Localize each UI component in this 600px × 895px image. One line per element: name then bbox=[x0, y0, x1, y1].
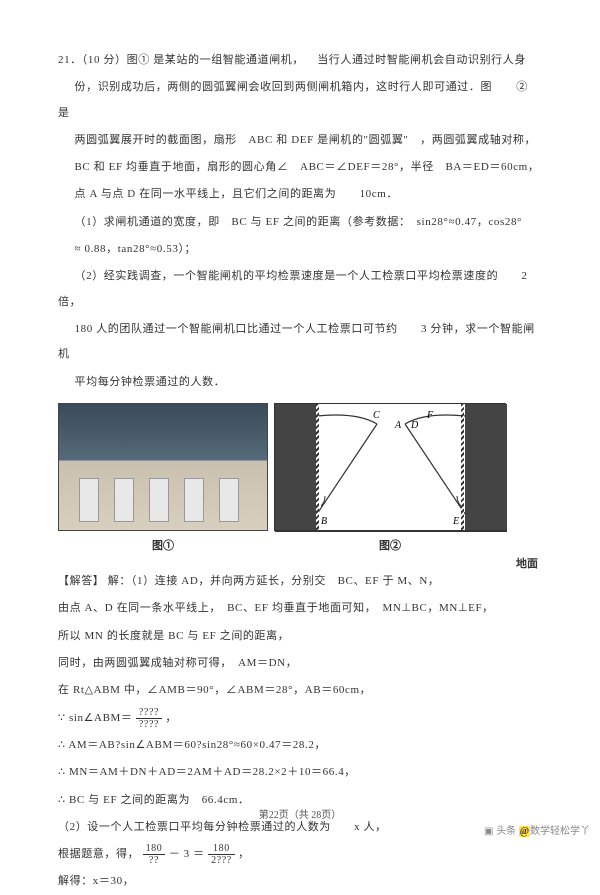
ground-label: 地面 bbox=[516, 552, 538, 577]
sol-l11b: ， bbox=[238, 848, 250, 860]
question-line-2: 份，识别成功后，两侧的圆弧翼闸会收回到两侧闸机箱内，这时行人即可通过．图② 是 bbox=[58, 75, 542, 126]
question-line-8: （2）经实践调查，一个智能闸机的平均检票速度是一个人工检票口平均检票速度的 2 … bbox=[58, 264, 542, 315]
figure-2-box: C A D F B E 图② 地面 bbox=[274, 403, 506, 559]
figure-1-label: 图① bbox=[58, 534, 268, 559]
question-line-9: 180 人的团队通过一个智能闸机口比通过一个人工检票口可节约 3 分钟，求一个智… bbox=[58, 317, 542, 368]
solution-line-11: 根据题意，得， 180?? － 3 ＝ 1802??? ， bbox=[58, 842, 542, 867]
pt-D: D bbox=[410, 420, 419, 431]
wm-b: @ bbox=[519, 826, 530, 837]
wm-c: 数学轻松学丫 bbox=[530, 826, 590, 837]
fraction-2: 180?? bbox=[143, 843, 166, 866]
figure-1 bbox=[58, 403, 268, 531]
solution-line-7: ∴ AM＝AB?sin∠ABM＝60?sin28°≈60×0.47＝28.2， bbox=[58, 733, 542, 758]
sol-l11a: 根据题意，得， bbox=[58, 848, 139, 860]
question-line-3: 两圆弧翼展开时的截面图，扇形 ABC 和 DEF 是闸机的"圆弧翼" ，两圆弧翼… bbox=[58, 128, 542, 153]
solution-head: 【解答】 解：（1）连接 AD，并向两方延长，分别交 BC、EF 于 M、N， bbox=[58, 569, 542, 594]
figure-2-svg: C A D F B E bbox=[275, 404, 507, 532]
wm-a: 头条 bbox=[496, 826, 519, 837]
question-line-5: 点 A 与点 D 在同一水平线上，且它们之间的距离为 10cm． bbox=[58, 182, 542, 207]
question-line-10: 平均每分钟检票通过的人数． bbox=[58, 370, 542, 395]
solution-line-3: 所以 MN 的长度就是 BC 与 EF 之间的距离， bbox=[58, 624, 542, 649]
q-l1b: 当行人通过时智能闸机会自动识别行人身 bbox=[317, 54, 526, 66]
watermark: ▣ 头条 @数学轻松学丫 bbox=[484, 820, 590, 843]
solution-line-6: ∵ sin∠ABM＝ ???????? ， bbox=[58, 706, 542, 731]
solution-line-8: ∴ MN＝AM＋DN＋AD＝2AM＋AD＝28.2×2＋10＝66.4， bbox=[58, 760, 542, 785]
sol-mid: － 3 ＝ bbox=[169, 848, 208, 860]
fr1-num: ???? bbox=[136, 707, 162, 719]
fr1-den: ???? bbox=[136, 719, 162, 730]
sol-l6a: ∵ sin∠ABM＝ bbox=[58, 712, 133, 724]
question-line-4: BC 和 EF 均垂直于地面，扇形的圆心角∠ ABC＝∠DEF＝28°，半径 B… bbox=[58, 155, 542, 180]
solution-line-4: 同时，由两圆弧翼成轴对称可得， AM＝DN， bbox=[58, 651, 542, 676]
pt-B: B bbox=[321, 516, 327, 527]
q-l2: 份，识别成功后，两侧的圆弧翼闸会收回到两侧闸机箱内，这时行人即可通过．图 bbox=[75, 81, 493, 93]
watermark-icon: ▣ bbox=[484, 826, 496, 837]
figure-2-label: 图② bbox=[274, 534, 506, 559]
question-line-6: （1）求闸机通道的宽度，即 BC 与 EF 之间的距离（参考数据： sin28°… bbox=[58, 210, 542, 235]
fr2-num: 180 bbox=[143, 843, 166, 855]
pt-A: A bbox=[394, 420, 402, 431]
pt-F: F bbox=[426, 410, 434, 421]
pt-E: E bbox=[452, 516, 459, 527]
figures-row: 图① C A D F B E 图② 地 bbox=[58, 403, 542, 559]
figure-1-box: 图① bbox=[58, 403, 268, 559]
fraction-3: 1802??? bbox=[208, 843, 235, 866]
q-num: 21．（10 分）图① 是某站的一组智能通道闸机， bbox=[58, 54, 304, 66]
solution-line-2: 由点 A、D 在同一条水平线上， BC、EF 均垂直于地面可知， MN⊥BC，M… bbox=[58, 596, 542, 621]
fr3-den: 2??? bbox=[208, 855, 235, 866]
fr3-num: 180 bbox=[208, 843, 235, 855]
fr2-den: ?? bbox=[143, 855, 166, 866]
sol-l6b: ， bbox=[165, 712, 177, 724]
fraction-1: ???????? bbox=[136, 707, 162, 730]
solution-line-12: 解得：x＝30， bbox=[58, 869, 542, 894]
solution-line-5: 在 Rt△ABM 中，∠AMB＝90°，∠ABM＝28°，AB＝60cm， bbox=[58, 678, 542, 703]
question-line-1: 21．（10 分）图① 是某站的一组智能通道闸机， 当行人通过时智能闸机会自动识别… bbox=[58, 48, 542, 73]
pt-C: C bbox=[373, 410, 380, 421]
question-line-7: ≈ 0.88，tan28°≈0.53）； bbox=[58, 237, 542, 262]
figure-2: C A D F B E bbox=[274, 403, 506, 531]
